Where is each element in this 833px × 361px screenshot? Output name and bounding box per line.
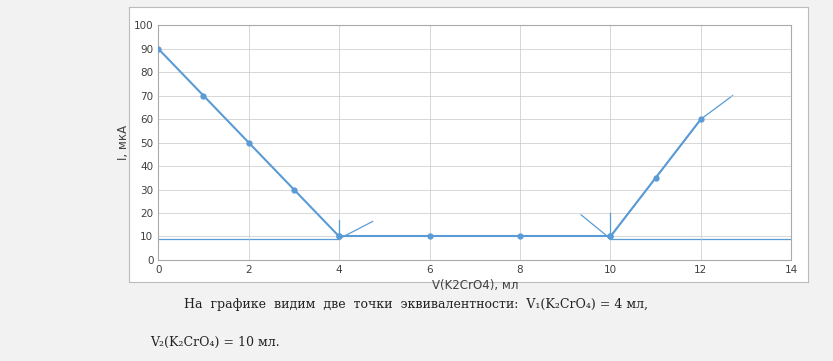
- Text: На  графике  видим  две  точки  эквивалентности:  V₁(K₂CrO₄) = 4 мл,: На графике видим две точки эквивалентнос…: [184, 298, 649, 311]
- Y-axis label: I, мкА: I, мкА: [117, 125, 130, 160]
- Text: V₂(K₂CrO₄) = 10 мл.: V₂(K₂CrO₄) = 10 мл.: [150, 336, 280, 349]
- X-axis label: V(K2CrO4), мл: V(K2CrO4), мл: [431, 279, 518, 292]
